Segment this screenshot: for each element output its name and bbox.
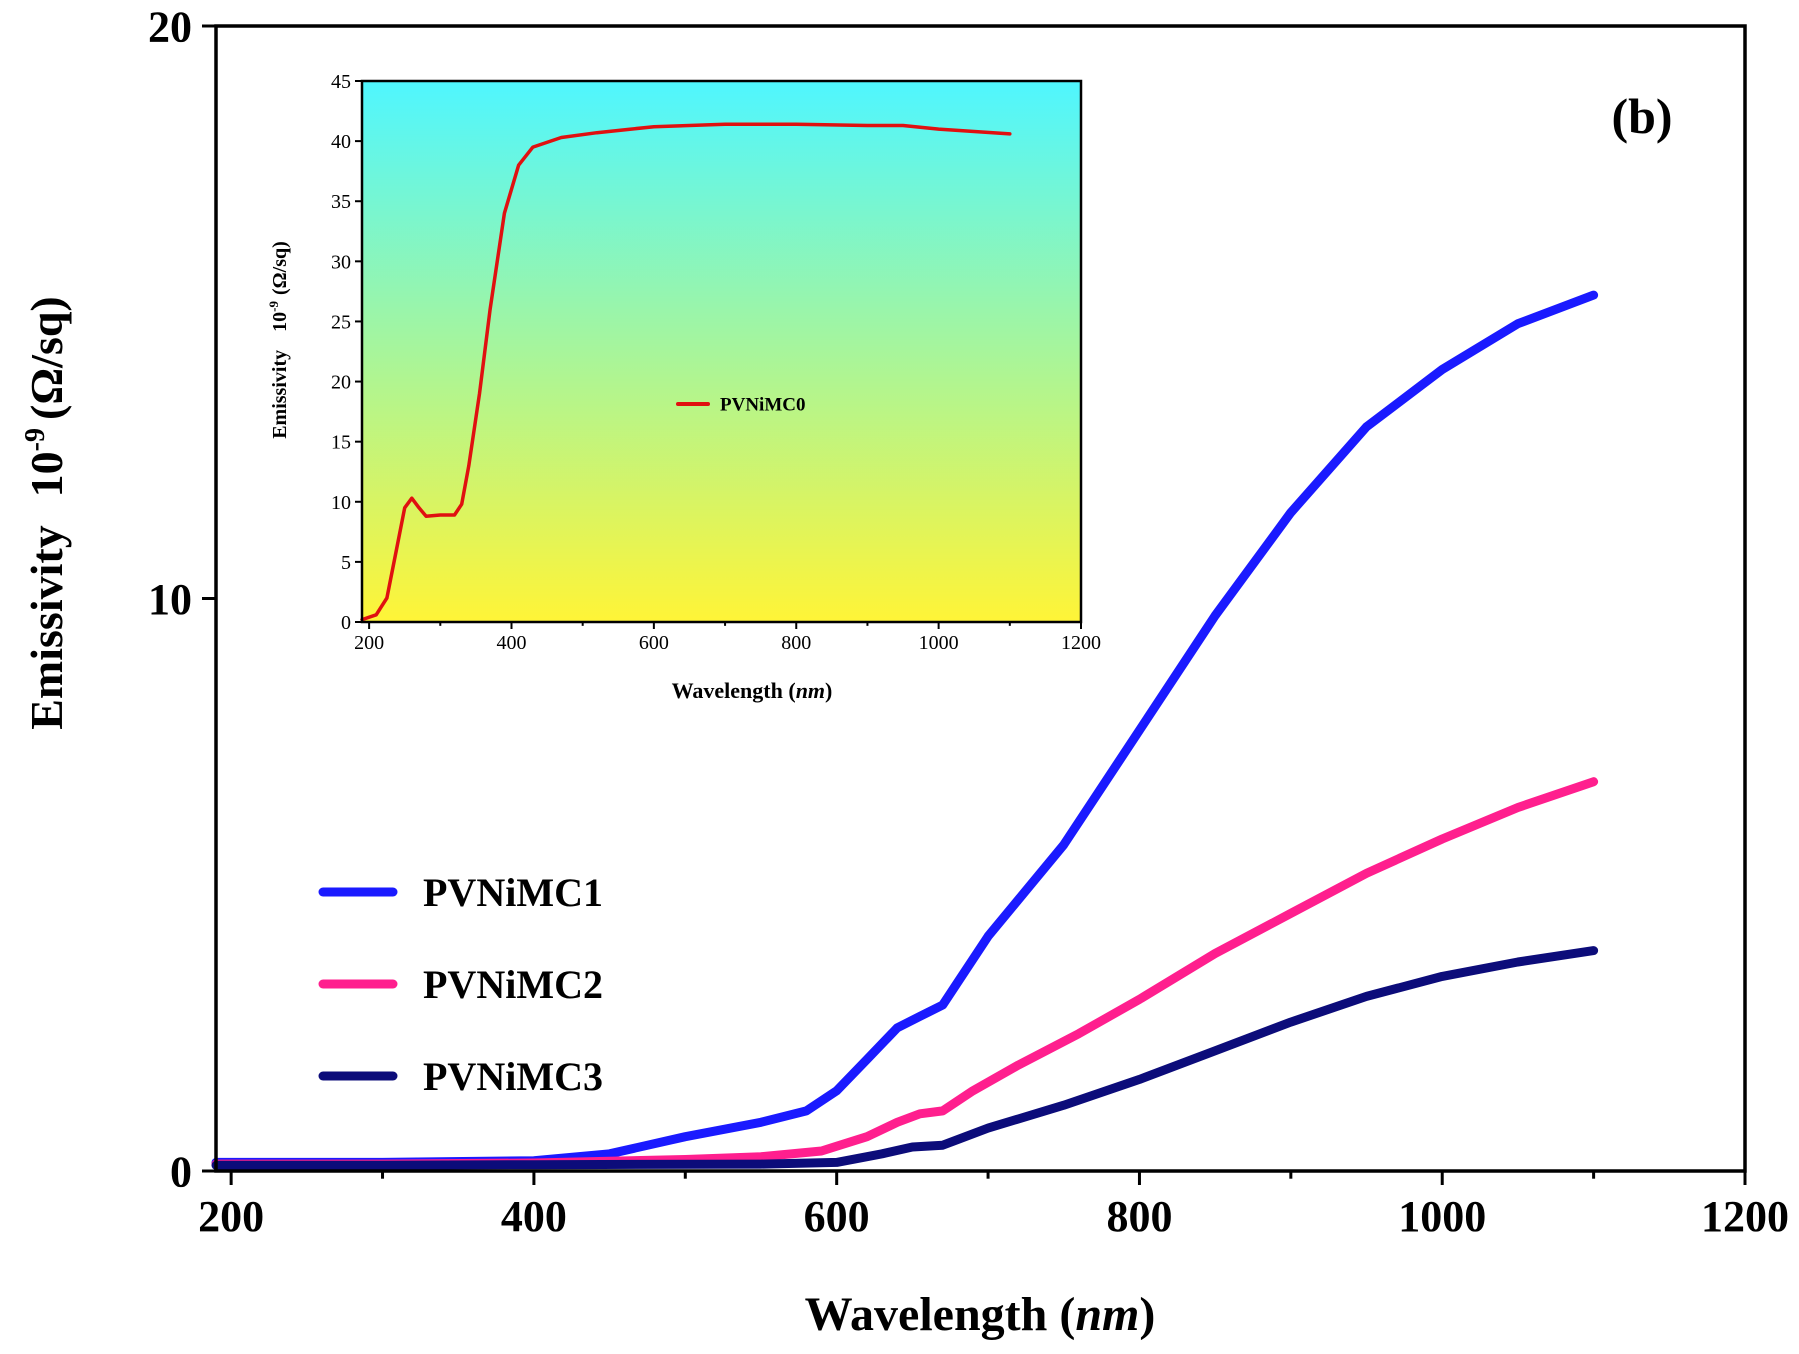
main-x-tick-label: 400 [501,1192,567,1241]
main-x-axis-label: Wavelength (nm) [805,1288,1156,1341]
inset-background [362,81,1081,622]
inset-x-tick-label: 1200 [1061,632,1101,654]
inset-y-tick-label: 30 [331,251,351,273]
main-x-tick-label: 1000 [1398,1192,1486,1241]
main-y-tick-label: 20 [148,2,192,51]
inset-series-lines [360,122,1012,622]
inset-plot-frame [360,79,1083,624]
main-legend-label: PVNiMC1 [423,870,603,915]
main-series-line-pvnimc3 [211,946,1599,1170]
main-legend-label: PVNiMC3 [423,1054,603,1099]
inset-y-tick-label: 0 [341,612,351,634]
inset-x-tick-label: 600 [639,632,669,654]
inset-x-tick-label: 400 [496,632,526,654]
main-series-line-pvnimc2 [211,777,1599,1169]
inset-y-tick-label: 45 [331,71,351,93]
inset-x-tick-label: 800 [781,632,811,654]
main-x-tick-label: 800 [1106,1192,1172,1241]
main-y-ticks: 0 10 20 [148,2,216,1196]
inset-x-tick-label: 1000 [919,632,959,654]
main-legend-label: PVNiMC2 [423,962,603,1007]
main-x-tick-label: 200 [198,1192,264,1241]
inset-y-tick-label: 35 [331,191,351,213]
inset-y-tick-label: 5 [341,552,351,574]
main-y-tick-label: 0 [170,1147,192,1196]
main-x-ticks: 200 400 600 800 1000 1200 [198,1171,1789,1241]
panel-label: (b) [1611,88,1672,144]
main-x-tick-label: 600 [804,1192,870,1241]
inset-x-ticks: 200 400 600 800 1000 1200 [354,622,1101,654]
inset-series-line-pvnimc0 [360,122,1012,622]
main-y-tick-label: 10 [148,575,192,624]
inset-legend: PVNiMC0 [676,395,805,416]
main-y-axis-label: Emissivity10-9(Ω/sq) [20,296,72,730]
inset-y-tick-label: 40 [331,131,351,153]
inset-y-axis-label: Emissivity10-9(Ω/sq) [266,241,291,439]
inset-x-axis-label: Wavelength (nm) [672,678,833,703]
main-series-line-pvnimc1 [211,290,1599,1167]
inset-x-tick-label: 200 [354,632,384,654]
inset-y-tick-label: 15 [331,432,351,454]
inset-y-tick-label: 20 [331,372,351,394]
main-legend: PVNiMC1 PVNiMC2 PVNiMC3 [318,870,603,1099]
inset-y-tick-label: 25 [331,311,351,333]
main-series-lines [211,290,1599,1170]
main-x-tick-label: 1200 [1701,1192,1789,1241]
inset-plot: 200 400 600 800 1000 1200 051015202530354045 … [266,71,1101,703]
inset-legend-label: PVNiMC0 [720,395,805,416]
inset-y-ticks: 0 5 10 15 20 25 30 35 40 45 [331,71,362,634]
inset-y-tick-label: 10 [331,492,351,514]
